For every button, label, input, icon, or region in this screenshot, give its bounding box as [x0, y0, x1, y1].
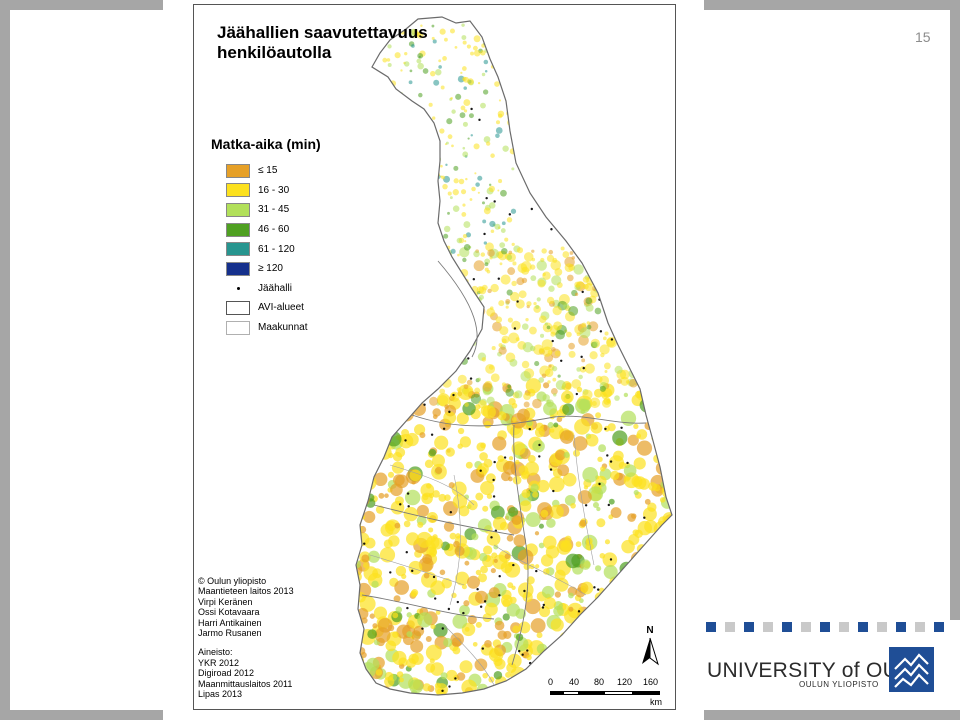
legend-label: ≥ 120 — [258, 263, 283, 275]
legend-label: AVI-alueet — [258, 302, 304, 314]
decorative-square — [706, 622, 716, 632]
left-side-bar — [0, 0, 10, 720]
legend-label: 46 - 60 — [258, 224, 290, 236]
map-title: Jäähallien saavutettavuus henkilöautolla — [217, 23, 487, 63]
decorative-square — [763, 622, 773, 632]
scale-line — [550, 691, 660, 695]
legend-item: 16 - 30 — [226, 181, 307, 201]
legend-swatch — [226, 183, 250, 198]
legend-title: Matka-aika (min) — [211, 136, 321, 152]
legend-label: 16 - 30 — [258, 184, 290, 196]
right-bottom-bar — [704, 710, 960, 720]
scale-tick: 80 — [594, 677, 605, 687]
legend-swatch — [226, 261, 250, 276]
legend-label: 61 - 120 — [258, 243, 295, 255]
decorative-square — [744, 622, 754, 632]
avi-boundaries — [361, 260, 647, 666]
source-line: Digiroad 2012 — [198, 668, 255, 679]
map-title-line-2: henkilöautolla — [217, 43, 332, 62]
province-boundaries — [369, 434, 595, 686]
credit-line: Jarmo Rusanen — [198, 628, 262, 639]
right-side-bar — [950, 0, 960, 620]
map-title-line-1: Jäähallien saavutettavuus — [217, 23, 428, 42]
source-line: Maanmittauslaitos 2011 — [198, 678, 293, 689]
map-legend: ≤ 15 16 - 30 31 - 45 46 - 60 61 - 120 ≥ … — [226, 161, 307, 337]
left-bottom-bar — [0, 710, 163, 720]
legend-item: AVI-alueet — [226, 298, 307, 318]
decorative-square — [934, 622, 944, 632]
map-figure: Jäähallien saavutettavuus henkilöautolla… — [193, 4, 676, 710]
credit-line: © Oulun yliopisto — [198, 576, 267, 586]
decorative-square — [915, 622, 925, 632]
legend-swatch — [226, 242, 250, 257]
right-top-bar — [704, 0, 960, 10]
university-name-finnish: OULUN YLIOPISTO — [799, 680, 879, 689]
decorative-square — [839, 622, 849, 632]
north-label: N — [646, 625, 654, 636]
decorative-square — [896, 622, 906, 632]
decorative-square — [877, 622, 887, 632]
credit-line: Maantieteen laitos 2013 — [198, 586, 294, 597]
legend-swatch — [226, 300, 250, 315]
legend-swatch — [226, 222, 250, 237]
credit-line: Virpi Keränen — [198, 596, 253, 607]
map-credits: © Oulun yliopisto Maantieteen laitos 201… — [198, 576, 294, 699]
legend-swatch — [226, 163, 250, 178]
scale-tick: 160 — [643, 677, 659, 687]
legend-swatch — [226, 320, 250, 335]
scale-unit: km — [650, 697, 662, 707]
north-arrow: N — [639, 625, 661, 671]
left-top-bar — [0, 0, 163, 10]
source-line: Lipas 2013 — [198, 689, 243, 700]
sources-title: Aineisto: — [198, 647, 233, 658]
finland-map — [355, 16, 673, 696]
north-arrow-icon — [642, 637, 659, 666]
university-logo-icon — [889, 647, 934, 692]
legend-item: ≤ 15 — [226, 161, 307, 181]
legend-item: 61 - 120 — [226, 239, 307, 259]
legend-label: Jäähalli — [258, 282, 292, 294]
credit-line: Harri Antikainen — [198, 617, 262, 628]
decorative-square — [801, 622, 811, 632]
page-number: 15 — [915, 29, 931, 45]
legend-item: 46 - 60 — [226, 220, 307, 240]
legend-label: 31 - 45 — [258, 204, 290, 216]
source-line: YKR 2012 — [198, 657, 240, 668]
credit-line: Ossi Kotavaara — [198, 607, 260, 618]
ice-rink-dot-icon — [226, 281, 250, 295]
decorative-square — [858, 622, 868, 632]
scale-tick: 120 — [617, 677, 633, 687]
legend-item: Jäähalli — [226, 279, 307, 299]
legend-item: ≥ 120 — [226, 259, 307, 279]
university-name: UNIVERSITY of OULU — [707, 659, 926, 682]
decorative-square — [782, 622, 792, 632]
legend-swatch — [226, 202, 250, 217]
scale-tick: 0 — [548, 677, 554, 687]
legend-label: ≤ 15 — [258, 165, 278, 177]
scale-tick: 40 — [569, 677, 580, 687]
legend-label: Maakunnat — [258, 322, 308, 334]
legend-item: 31 - 45 — [226, 200, 307, 220]
decorative-square — [725, 622, 735, 632]
legend-item: Maakunnat — [226, 318, 307, 338]
decorative-square — [820, 622, 830, 632]
